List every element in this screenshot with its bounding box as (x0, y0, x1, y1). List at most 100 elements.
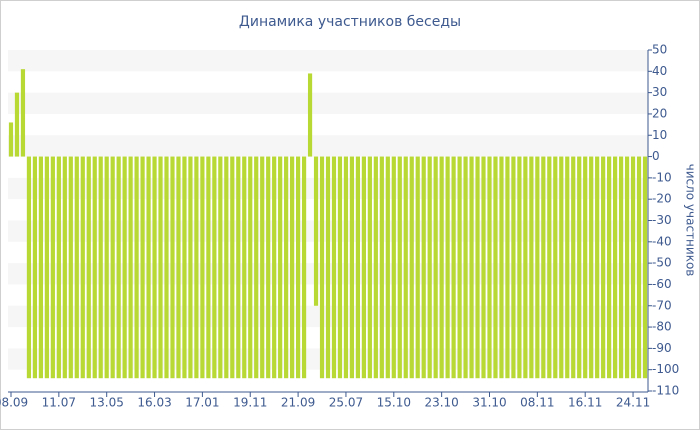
bar (272, 156, 277, 379)
bar (206, 156, 211, 379)
chart-title: Динамика участников беседы (239, 14, 461, 30)
bar (218, 156, 223, 379)
bar (547, 156, 552, 379)
bar (92, 156, 97, 379)
y-tick-label: -110 (652, 384, 679, 398)
bar (182, 156, 187, 379)
bar (607, 156, 612, 379)
y-tick-label: -90 (652, 341, 672, 355)
bar (469, 156, 474, 379)
bar (290, 156, 295, 379)
bar (571, 156, 576, 379)
bar (337, 156, 343, 379)
y-tick-label: -100 (652, 362, 679, 376)
bar (325, 156, 331, 379)
bar (397, 156, 402, 379)
y-tick-label: -60 (652, 277, 672, 291)
bar (517, 156, 522, 379)
bar (140, 156, 145, 379)
grid-band (8, 92, 648, 114)
bar (14, 92, 20, 157)
bar (74, 156, 79, 379)
bar (20, 69, 26, 157)
y-tick-label: -70 (652, 298, 672, 312)
bar (248, 156, 253, 379)
bar (493, 156, 498, 379)
bar (415, 156, 420, 379)
bar (56, 156, 61, 379)
bar (361, 156, 366, 379)
bar (331, 156, 337, 379)
bar (642, 156, 648, 379)
bar (589, 156, 594, 379)
bar (278, 156, 283, 379)
bar (188, 156, 193, 379)
y-tick-label: -10 (652, 170, 672, 184)
y-tick-label: -80 (652, 320, 672, 334)
bar (319, 156, 325, 379)
bar (68, 156, 73, 379)
y-tick-label: 30 (652, 85, 667, 99)
x-tick-label: 24.11 (616, 396, 650, 410)
bar (194, 156, 199, 379)
grid-band (8, 135, 648, 157)
bar (367, 156, 372, 379)
bar (44, 156, 49, 379)
x-tick-label: 25.07 (329, 396, 363, 410)
bar (457, 156, 462, 379)
bar (463, 156, 468, 379)
bar (481, 156, 486, 379)
bar (553, 156, 558, 379)
y-tick-label: -30 (652, 213, 672, 227)
y-tick-label: -40 (652, 234, 672, 248)
bar (439, 156, 444, 379)
x-tick-label: 23.10 (424, 396, 458, 410)
bar (313, 156, 319, 306)
bar (200, 156, 205, 379)
bar (224, 156, 229, 379)
bar (116, 156, 121, 379)
bar (535, 156, 540, 379)
bar (529, 156, 534, 379)
grid-band (8, 50, 648, 72)
bar (583, 156, 588, 379)
bar (624, 156, 630, 379)
x-tick-label: 16.03 (137, 396, 171, 410)
bar (242, 156, 247, 379)
bar (50, 156, 55, 379)
x-tick-label: 21.09 (281, 396, 315, 410)
x-tick-label: 08.09 (0, 396, 28, 410)
y-tick-label: 0 (652, 149, 660, 163)
bar (146, 156, 151, 379)
bar (577, 156, 582, 379)
x-tick-label: 08.11 (520, 396, 554, 410)
bar (38, 156, 43, 379)
bar (266, 156, 271, 379)
bar (110, 156, 115, 379)
bar (427, 156, 432, 379)
bar (152, 156, 157, 379)
y-axis-label: число участников (684, 164, 698, 277)
y-tick-label: 50 (652, 43, 667, 57)
bar (128, 156, 133, 379)
bar (284, 156, 289, 379)
bar (236, 156, 241, 379)
bar (565, 156, 570, 379)
bar (445, 156, 450, 379)
bar (595, 156, 600, 379)
y-tick-label: -50 (652, 256, 672, 270)
bar (373, 156, 378, 379)
bar (487, 156, 492, 379)
bar (26, 156, 32, 379)
y-tick-label: -20 (652, 192, 672, 206)
bar (385, 156, 390, 379)
bar (32, 156, 38, 379)
bar (260, 156, 265, 379)
bar (343, 156, 349, 379)
bar (630, 156, 636, 379)
bar (355, 156, 360, 379)
bar (601, 156, 606, 379)
bar (541, 156, 546, 379)
bar (134, 156, 139, 379)
